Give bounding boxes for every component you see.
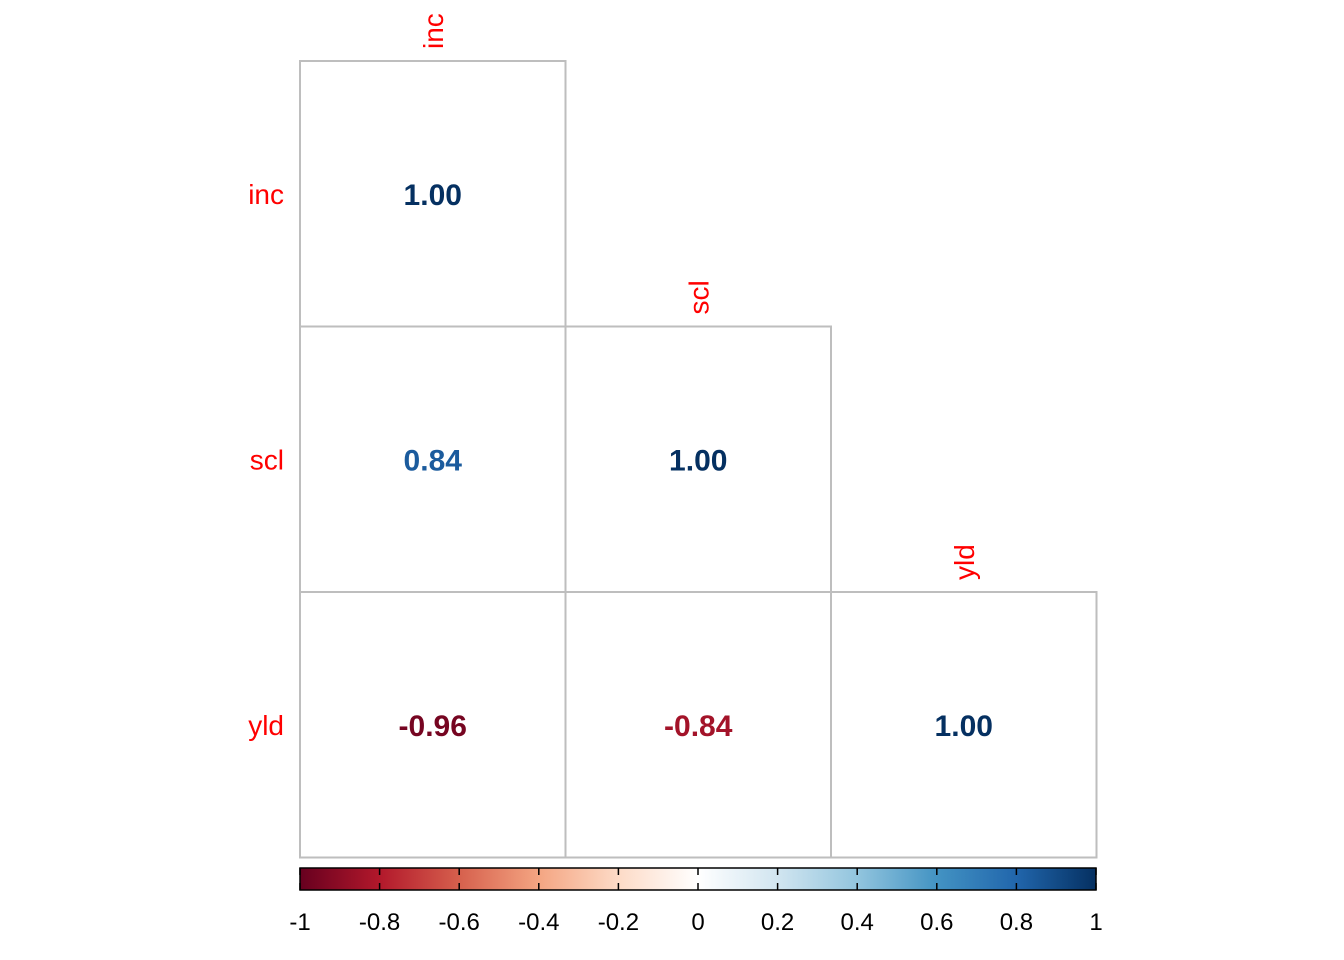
colorbar-tick-label: 1 (1089, 909, 1102, 936)
colorbar-tick-label: 0.4 (841, 909, 874, 936)
colorbar-tick-label: -0.2 (598, 909, 639, 936)
row-label-inc: inc (248, 179, 284, 210)
cell-value-scl-scl: 1.00 (669, 444, 727, 477)
colorbar-tick-label: 0 (691, 909, 704, 936)
cell-yld-scl (564, 591, 832, 859)
cell-scl-scl (564, 325, 832, 593)
colorbar-tick-label: -0.6 (439, 909, 480, 936)
colorbar: -1 -0.8 -0.6 -0.4 -0.2 0 0.2 0.4 0.6 0.8 1 (289, 867, 1103, 936)
cell-yld-inc (299, 591, 567, 859)
cell-value-yld-yld: 1.00 (935, 710, 993, 743)
cell-value-yld-inc: -0.96 (399, 710, 467, 743)
row-label-yld: yld (248, 710, 284, 741)
column-label-scl: scl (683, 280, 714, 314)
cell-inc-inc (299, 60, 567, 328)
colorbar-tick-label: -0.4 (518, 909, 559, 936)
colorbar-tick-label: 0.6 (920, 909, 953, 936)
colorbar-tick-label: -0.8 (359, 909, 400, 936)
correlation-cells: 1.00 0.84 1.00 -0.96 -0.84 1.00 (299, 60, 1098, 859)
column-labels: inc scl yld (418, 13, 980, 580)
row-labels: inc scl yld (248, 179, 284, 741)
column-label-yld: yld (949, 544, 980, 580)
colorbar-ticks: -1 -0.8 -0.6 -0.4 -0.2 0 0.2 0.4 0.6 0.8 1 (289, 868, 1103, 936)
colorbar-tick-label: 0.8 (1000, 909, 1033, 936)
column-label-inc: inc (418, 13, 449, 49)
colorbar-tick-label: -1 (289, 909, 310, 936)
row-label-scl: scl (250, 444, 284, 475)
cell-value-scl-inc: 0.84 (404, 444, 463, 477)
colorbar-tick-label: 0.2 (761, 909, 794, 936)
cell-value-inc-inc: 1.00 (404, 179, 462, 212)
cell-yld-yld (830, 591, 1098, 859)
cell-scl-inc (299, 325, 567, 593)
cell-value-yld-scl: -0.84 (664, 710, 733, 743)
